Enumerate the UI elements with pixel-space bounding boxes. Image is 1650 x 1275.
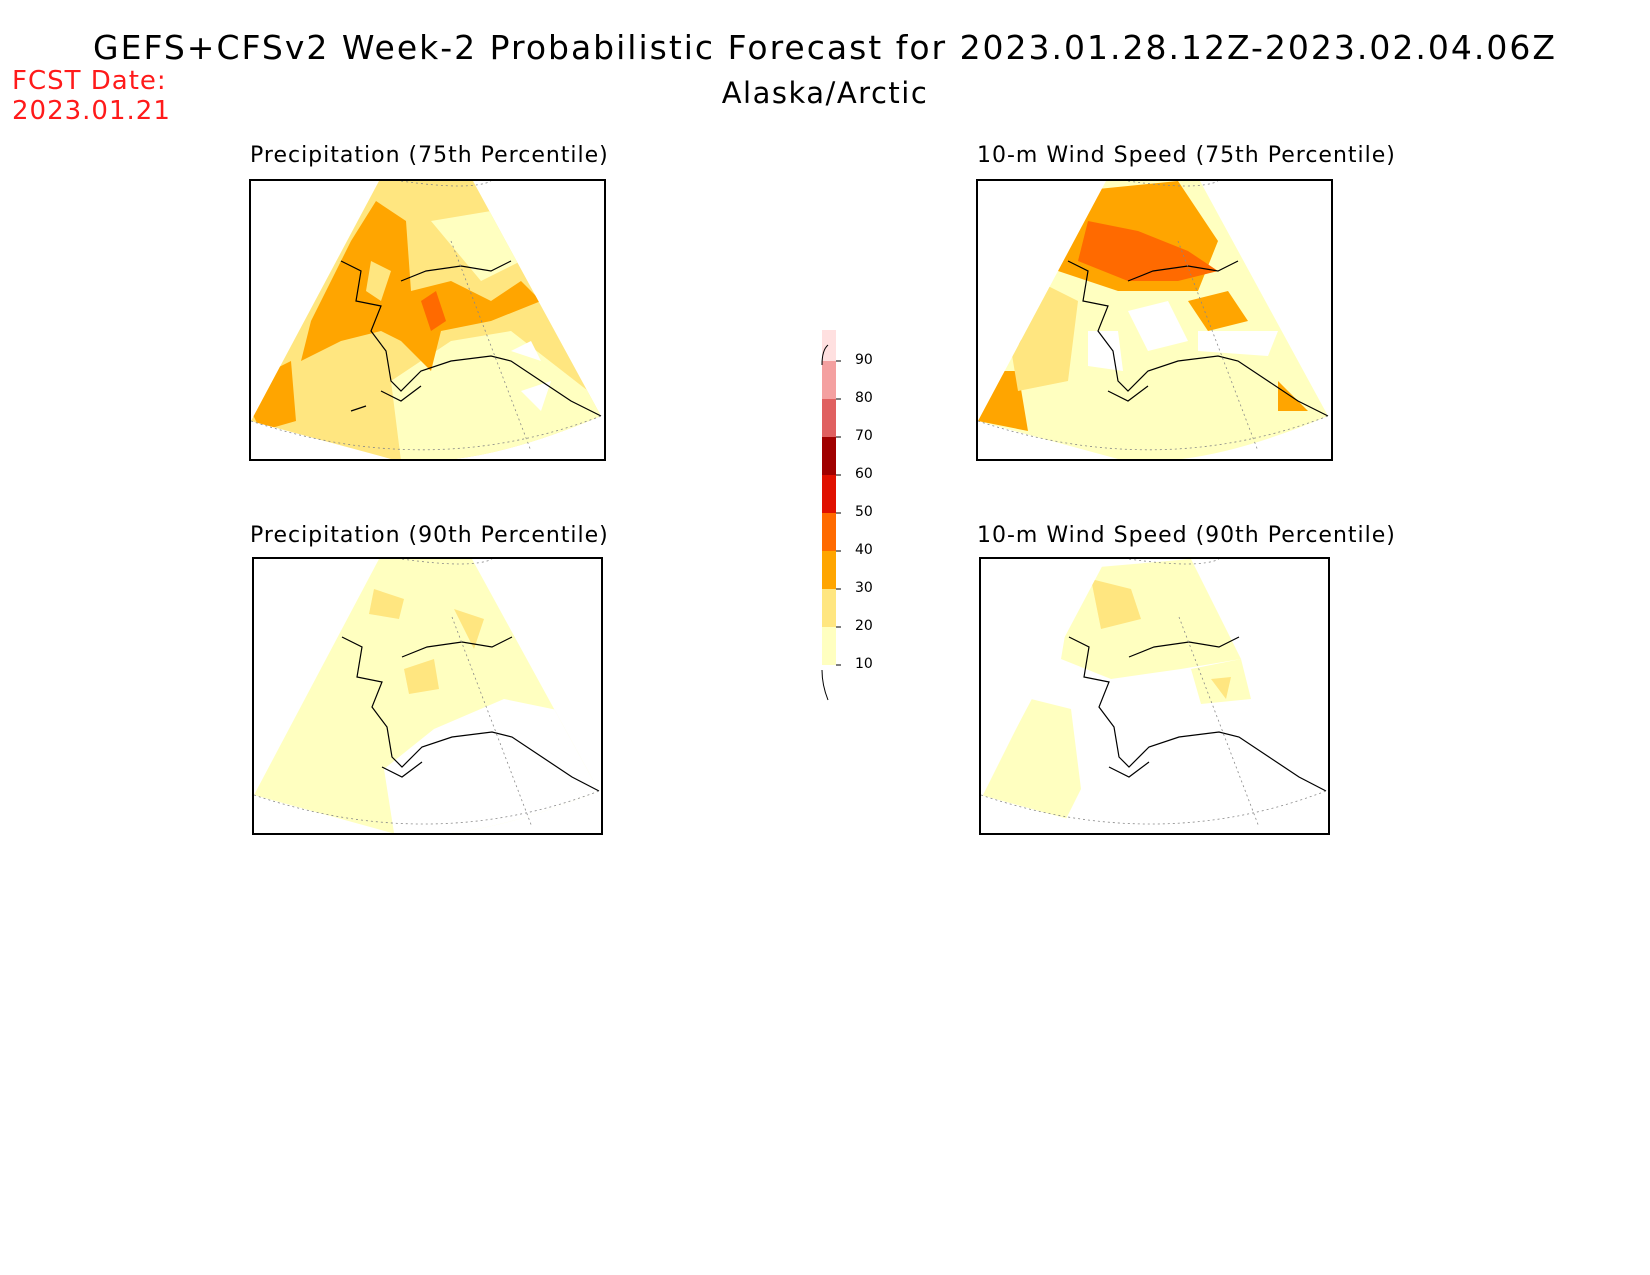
forecast-date-label: FCST Date: [12,66,167,96]
colorbar-label-30: 30 [855,580,873,596]
colorbar-label-70: 70 [855,428,873,444]
colorbar-box-70 [822,399,836,437]
colorbar [821,330,841,701]
colorbar-label-50: 50 [855,504,873,520]
colorbar-box-40 [822,513,836,551]
panel-title-precip-75: Precipitation (75th Percentile) [250,143,609,168]
colorbar-box-10 [822,627,836,665]
map-panel-wind-75 [976,179,1333,461]
colorbar-label-10: 10 [855,656,873,672]
colorbar-label-60: 60 [855,466,873,482]
colorbar-box-60 [822,437,836,475]
map-panel-wind-90 [979,557,1330,835]
map-title: GEFS+CFSv2 Week-2 Probabilistic Forecast… [93,28,1557,67]
colorbar-label-40: 40 [855,542,873,558]
colorbar-label-80: 80 [855,390,873,406]
colorbar-box-80 [822,361,836,399]
panel-title-precip-90: Precipitation (90th Percentile) [250,523,609,548]
colorbar-label-90: 90 [855,352,873,368]
colorbar-top-arrow [821,344,829,366]
colorbar-box-90 [822,330,836,361]
colorbar-box-20 [822,589,836,627]
panel-title-wind-75: 10-m Wind Speed (75th Percentile) [977,143,1396,168]
map-subtitle: Alaska/Arctic [721,76,929,110]
colorbar-box-50 [822,475,836,513]
colorbar-label-20: 20 [855,618,873,634]
forecast-date-block: FCST Date: 2023.01.21 [12,66,171,126]
map-panel-precip-90 [252,557,603,835]
colorbar-bottom-arrow [821,669,829,701]
colorbar-box-30 [822,551,836,589]
forecast-date-value: 2023.01.21 [12,96,171,126]
map-panel-precip-75 [249,179,606,461]
panel-title-wind-90: 10-m Wind Speed (90th Percentile) [977,523,1396,548]
